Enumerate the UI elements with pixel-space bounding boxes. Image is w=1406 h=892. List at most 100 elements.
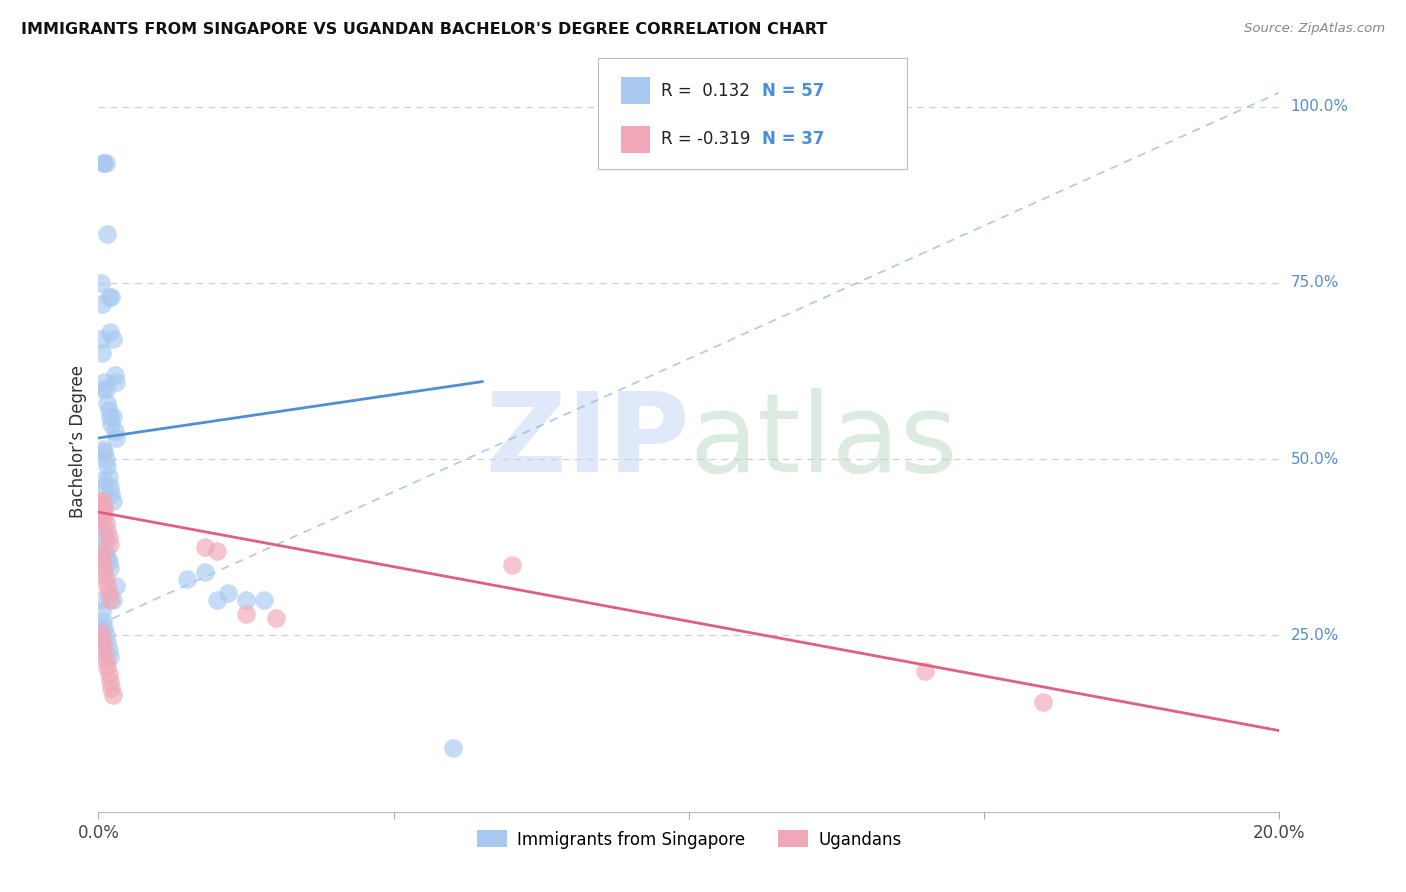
Point xyxy=(96,550,118,565)
Point xyxy=(93,508,115,523)
Point xyxy=(91,632,114,646)
Point xyxy=(105,431,128,445)
Point xyxy=(264,611,287,625)
Point xyxy=(103,332,125,346)
Text: Source: ZipAtlas.com: Source: ZipAtlas.com xyxy=(1244,22,1385,36)
Point xyxy=(98,402,121,417)
Point xyxy=(914,664,936,678)
Point xyxy=(103,689,125,703)
Point xyxy=(90,332,112,346)
Point xyxy=(93,533,115,548)
Point xyxy=(91,550,114,565)
Point xyxy=(90,494,112,508)
Point xyxy=(253,593,276,607)
Point xyxy=(94,653,117,667)
Point xyxy=(235,593,257,607)
Point xyxy=(104,424,127,438)
Text: 100.0%: 100.0% xyxy=(1291,99,1348,114)
Point xyxy=(94,156,117,170)
Point xyxy=(91,156,114,170)
Point xyxy=(98,554,121,568)
Point xyxy=(98,642,121,657)
Point xyxy=(93,156,115,170)
Point xyxy=(98,537,121,551)
Point xyxy=(100,417,122,431)
Point xyxy=(100,681,122,696)
Point xyxy=(91,615,114,629)
Point xyxy=(94,544,117,558)
Point xyxy=(90,276,112,290)
Point xyxy=(194,565,217,579)
Point xyxy=(90,624,112,639)
Point xyxy=(93,445,115,459)
Point xyxy=(93,565,115,579)
Point xyxy=(90,544,112,558)
Point xyxy=(93,646,115,660)
Point xyxy=(98,674,121,689)
Text: 25.0%: 25.0% xyxy=(1291,628,1339,643)
Text: N = 57: N = 57 xyxy=(762,82,824,100)
Point xyxy=(96,579,118,593)
Point xyxy=(96,635,118,649)
Text: 75.0%: 75.0% xyxy=(1291,276,1339,291)
Point xyxy=(94,452,117,467)
Point xyxy=(91,382,114,396)
Point xyxy=(98,667,121,681)
Point xyxy=(98,480,121,494)
Point xyxy=(98,593,121,607)
Point xyxy=(94,516,117,530)
Text: R = -0.319: R = -0.319 xyxy=(661,130,751,148)
Point xyxy=(217,586,239,600)
Point xyxy=(98,561,121,575)
Point xyxy=(94,382,117,396)
Point xyxy=(205,593,228,607)
Point xyxy=(1032,695,1054,709)
Text: atlas: atlas xyxy=(689,388,957,495)
Point xyxy=(96,227,118,241)
Point xyxy=(96,523,118,537)
Point xyxy=(98,290,121,304)
Point xyxy=(94,572,117,586)
Point xyxy=(96,396,118,410)
Point xyxy=(90,508,112,523)
Point xyxy=(103,409,125,424)
Y-axis label: Bachelor’s Degree: Bachelor’s Degree xyxy=(69,365,87,518)
Point xyxy=(91,501,114,516)
Point xyxy=(104,368,127,382)
Point xyxy=(100,487,122,501)
Point xyxy=(98,409,121,424)
Point xyxy=(90,593,112,607)
Point xyxy=(103,593,125,607)
Point xyxy=(91,494,114,508)
Point xyxy=(96,660,118,674)
Point xyxy=(91,442,114,456)
Point xyxy=(235,607,257,622)
Point xyxy=(194,541,217,555)
Point xyxy=(91,508,114,523)
Point xyxy=(91,346,114,360)
Point xyxy=(205,544,228,558)
Point xyxy=(100,290,122,304)
Point xyxy=(91,639,114,653)
Text: IMMIGRANTS FROM SINGAPORE VS UGANDAN BACHELOR'S DEGREE CORRELATION CHART: IMMIGRANTS FROM SINGAPORE VS UGANDAN BAC… xyxy=(21,22,827,37)
Point xyxy=(93,501,115,516)
Point xyxy=(93,480,115,494)
Point xyxy=(91,526,114,541)
Point xyxy=(441,741,464,756)
Point xyxy=(91,604,114,618)
Point xyxy=(105,375,128,389)
Text: 50.0%: 50.0% xyxy=(1291,451,1339,467)
Point xyxy=(91,473,114,487)
Point xyxy=(91,498,114,512)
Text: R =  0.132: R = 0.132 xyxy=(661,82,749,100)
Point xyxy=(98,586,121,600)
Point xyxy=(98,470,121,484)
Point xyxy=(501,558,523,572)
Point xyxy=(105,579,128,593)
Point xyxy=(98,325,121,339)
Point xyxy=(93,621,115,635)
Point xyxy=(91,297,114,311)
Point xyxy=(93,375,115,389)
Point xyxy=(98,649,121,664)
Text: N = 37: N = 37 xyxy=(762,130,824,148)
